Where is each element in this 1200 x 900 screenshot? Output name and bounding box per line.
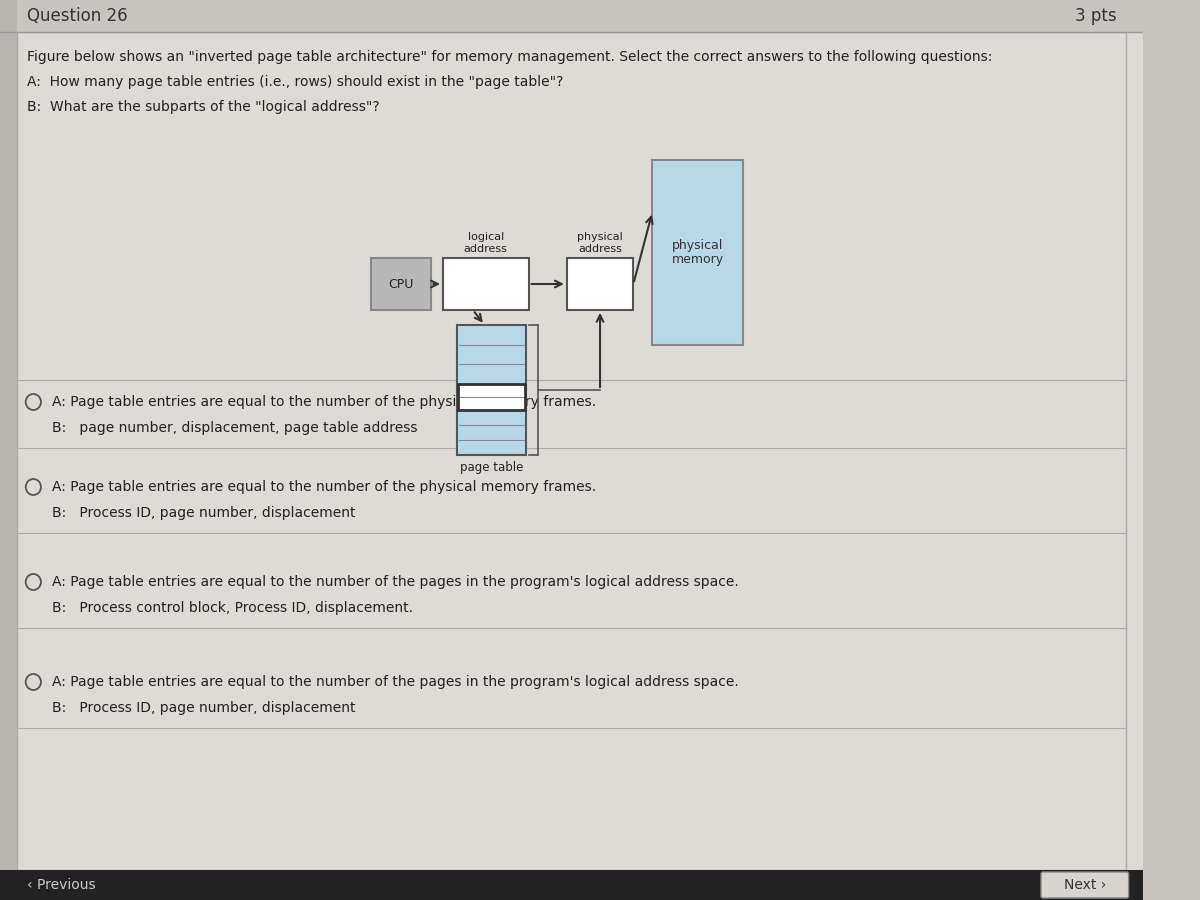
Text: ‹ Previous: ‹ Previous — [26, 878, 95, 892]
Text: A: Page table entries are equal to the number of the pages in the program's logi: A: Page table entries are equal to the n… — [53, 675, 739, 689]
FancyBboxPatch shape — [1042, 872, 1129, 898]
Text: B:   page number, displacement, page table address: B: page number, displacement, page table… — [53, 421, 418, 435]
Bar — [443, 258, 529, 310]
Text: B:   Process ID, page number, displacement: B: Process ID, page number, displacement — [53, 506, 356, 520]
Text: 3 pts: 3 pts — [1075, 7, 1116, 25]
Text: B:   Process control block, Process ID, displacement.: B: Process control block, Process ID, di… — [53, 601, 413, 615]
Text: page table: page table — [460, 461, 523, 474]
Text: B:  What are the subparts of the "logical address"?: B: What are the subparts of the "logical… — [26, 100, 379, 114]
Bar — [566, 258, 634, 310]
Text: physical
memory: physical memory — [672, 238, 724, 266]
Text: Figure below shows an "inverted page table architecture" for memory management. : Figure below shows an "inverted page tab… — [26, 50, 992, 64]
Text: Question 26: Question 26 — [26, 7, 127, 25]
Text: A: Page table entries are equal to the number of the physical memory frames.: A: Page table entries are equal to the n… — [53, 395, 596, 409]
Text: B:   Process ID, page number, displacement: B: Process ID, page number, displacement — [53, 701, 356, 715]
Text: A: Page table entries are equal to the number of the physical memory frames.: A: Page table entries are equal to the n… — [53, 480, 596, 494]
Text: CPU: CPU — [389, 277, 414, 291]
Bar — [0, 0, 1142, 32]
Bar — [458, 383, 524, 410]
Bar — [653, 160, 743, 345]
Text: logical
address: logical address — [464, 232, 508, 254]
Text: physical
address: physical address — [577, 232, 623, 254]
Text: A:  How many page table entries (i.e., rows) should exist in the "page table"?: A: How many page table entries (i.e., ro… — [26, 75, 563, 89]
Text: Next ›: Next › — [1063, 878, 1106, 892]
Bar — [458, 383, 524, 410]
Bar — [457, 325, 526, 455]
Text: A: Page table entries are equal to the number of the pages in the program's logi: A: Page table entries are equal to the n… — [53, 575, 739, 589]
Bar — [0, 870, 1142, 900]
Bar — [0, 0, 17, 900]
Bar — [372, 258, 431, 310]
